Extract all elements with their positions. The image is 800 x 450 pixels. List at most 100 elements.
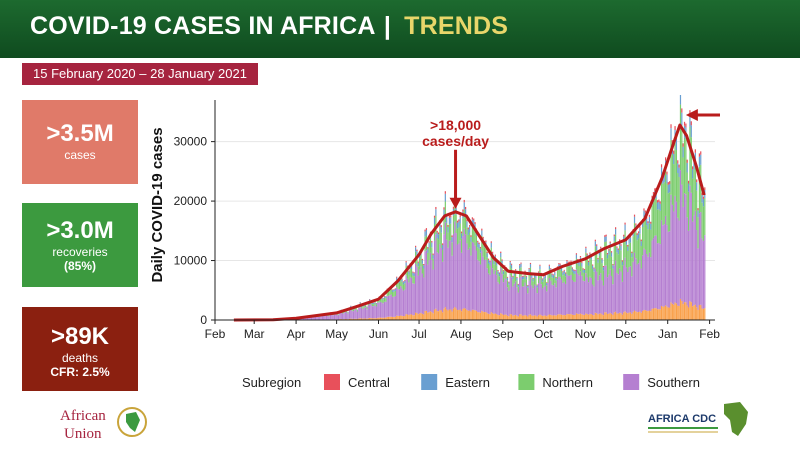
bar-segment bbox=[436, 311, 438, 320]
bar-segment bbox=[647, 256, 649, 312]
bar-segment bbox=[405, 314, 407, 320]
bar-segment bbox=[662, 225, 664, 307]
bar-segment bbox=[408, 274, 410, 283]
bar-segment bbox=[605, 234, 607, 237]
bar-segment bbox=[448, 240, 450, 310]
bar-segment bbox=[674, 195, 676, 303]
bar-segment bbox=[489, 260, 491, 262]
bar-segment bbox=[462, 218, 464, 237]
bar-segment bbox=[536, 287, 538, 294]
stat-recoveries: >3.0M recoveries (85%) bbox=[22, 203, 138, 287]
bar-segment bbox=[690, 192, 692, 303]
bar-segment bbox=[483, 312, 486, 320]
bar-segment bbox=[548, 265, 550, 270]
bar-segment bbox=[439, 243, 441, 310]
bar-segment bbox=[596, 250, 598, 272]
bar-segment bbox=[677, 163, 679, 174]
bar-segment bbox=[531, 315, 533, 320]
bar-segment bbox=[658, 201, 660, 210]
bar-segment bbox=[589, 313, 591, 320]
bar-segment bbox=[593, 286, 595, 316]
bar-segment bbox=[500, 251, 502, 253]
bar-segment bbox=[458, 243, 460, 310]
bar-segment bbox=[573, 269, 575, 271]
bar-segment bbox=[542, 288, 544, 316]
legend-swatch bbox=[518, 374, 535, 390]
bar-segment bbox=[440, 247, 442, 311]
bar-segment bbox=[417, 262, 419, 267]
bar-segment bbox=[682, 304, 684, 320]
bar-segment bbox=[704, 235, 706, 309]
bar-segment bbox=[429, 311, 432, 320]
bar-segment bbox=[417, 266, 419, 276]
bar-segment bbox=[460, 238, 463, 253]
bar-segment bbox=[433, 224, 436, 241]
bar-segment bbox=[532, 277, 534, 279]
bar-segment bbox=[697, 217, 699, 249]
bar-segment bbox=[386, 291, 388, 297]
bar-segment bbox=[648, 216, 650, 224]
bar-segment bbox=[517, 283, 519, 285]
bar-segment bbox=[463, 228, 465, 308]
bar-segment bbox=[606, 277, 609, 314]
bar-segment bbox=[415, 247, 417, 252]
bar-segment bbox=[535, 285, 537, 316]
bar-segment bbox=[698, 213, 700, 306]
bar-segment bbox=[673, 153, 675, 165]
y-tick-label: 10000 bbox=[174, 254, 208, 268]
x-tick-label: Oct bbox=[534, 327, 553, 341]
bar-segment bbox=[501, 313, 503, 320]
bar-segment bbox=[696, 179, 698, 183]
bar-segment bbox=[640, 312, 642, 320]
bar-segment bbox=[702, 198, 705, 207]
bar-segment bbox=[432, 313, 434, 320]
bar-segment bbox=[616, 313, 618, 320]
bar-segment bbox=[482, 311, 484, 320]
bar-segment bbox=[673, 150, 675, 154]
bar-segment bbox=[347, 312, 349, 314]
bar-segment bbox=[489, 314, 491, 320]
bar-segment bbox=[594, 239, 596, 242]
bar-segment bbox=[383, 301, 386, 318]
bar-segment bbox=[415, 245, 417, 248]
bar-segment bbox=[610, 251, 613, 253]
bar-segment bbox=[506, 287, 509, 316]
bar-segment bbox=[354, 309, 356, 319]
bar-segment bbox=[585, 248, 587, 253]
bar-segment bbox=[459, 240, 461, 310]
bar-segment bbox=[444, 201, 446, 223]
bar-segment bbox=[508, 284, 510, 291]
bar-segment bbox=[650, 223, 652, 230]
bar-segment bbox=[610, 252, 613, 257]
bar-segment bbox=[560, 267, 563, 272]
chart-legend: SubregionCentralEasternNorthernSouthernW… bbox=[242, 374, 700, 390]
bar-segment bbox=[593, 271, 595, 287]
bar-segment bbox=[442, 312, 444, 320]
bar-segment bbox=[687, 183, 690, 192]
bar-segment bbox=[459, 309, 461, 320]
bar-segment bbox=[643, 210, 645, 218]
bar-segment bbox=[425, 310, 428, 320]
bar-segment bbox=[492, 313, 494, 320]
bar-segment bbox=[620, 271, 622, 314]
bar-segment bbox=[636, 234, 638, 241]
bar-segment bbox=[479, 264, 482, 313]
bar-segment bbox=[446, 239, 448, 310]
bar-segment bbox=[392, 316, 394, 320]
bar-segment bbox=[469, 226, 471, 233]
bar-segment bbox=[698, 305, 700, 320]
bar-segment bbox=[375, 303, 378, 305]
bar-segment bbox=[477, 242, 479, 248]
bar-segment bbox=[636, 264, 638, 313]
bar-segment bbox=[398, 315, 400, 320]
bar-segment bbox=[623, 241, 625, 266]
bar-segment bbox=[598, 313, 600, 320]
bar-segment bbox=[371, 303, 373, 305]
bar-segment bbox=[510, 263, 513, 265]
bar-segment bbox=[481, 228, 483, 231]
bar-segment bbox=[529, 264, 532, 268]
bar-segment bbox=[615, 227, 617, 230]
bar-segment bbox=[412, 275, 414, 284]
bar-segment bbox=[490, 312, 492, 320]
bar-segment bbox=[551, 274, 553, 278]
